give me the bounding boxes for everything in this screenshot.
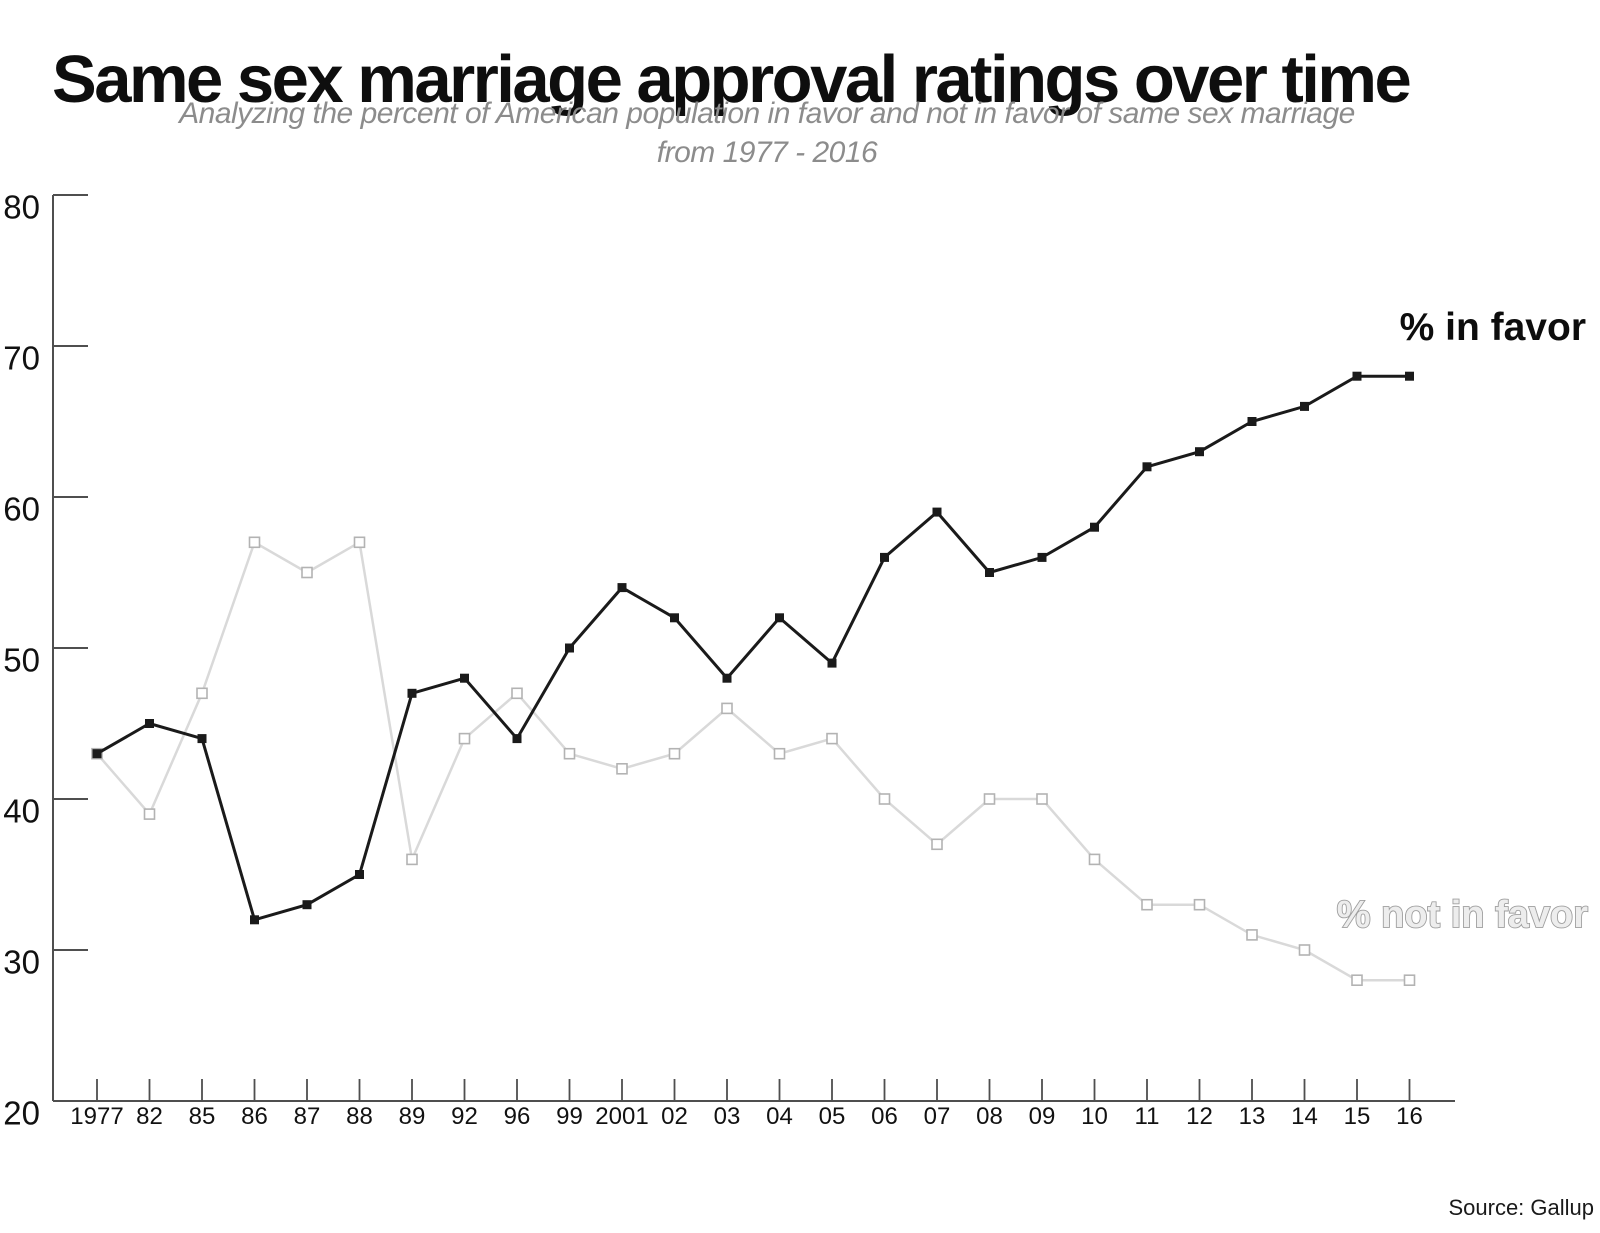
series-in-favor-marker — [1195, 447, 1204, 457]
x-tick-label: 92 — [451, 1103, 478, 1130]
series-in-favor-marker — [1405, 371, 1414, 381]
x-tick-label: 2001 — [595, 1103, 648, 1130]
y-tick-label: 60 — [3, 491, 40, 528]
series-in-favor-marker — [355, 870, 364, 879]
x-tick-label: 12 — [1186, 1103, 1213, 1130]
series-in-favor-marker — [250, 915, 259, 925]
x-tick-label: 88 — [346, 1103, 373, 1130]
x-tick-label: 02 — [661, 1103, 688, 1130]
x-tick-label: 85 — [189, 1103, 216, 1130]
x-tick-label: 10 — [1081, 1103, 1108, 1130]
x-tick-label: 04 — [766, 1103, 793, 1130]
series-not-in-favor-marker — [196, 687, 208, 700]
x-tick-label: 16 — [1396, 1103, 1423, 1130]
series-in-favor-marker — [617, 583, 627, 593]
x-tick-label: 13 — [1239, 1103, 1266, 1130]
series-in-favor-marker — [302, 900, 312, 910]
x-tick-label: 14 — [1291, 1103, 1318, 1130]
series-not-in-favor-marker — [773, 747, 786, 760]
series-not-in-favor-marker — [616, 762, 628, 775]
series-in-favor-marker — [565, 643, 574, 653]
x-tick-label: 15 — [1344, 1103, 1371, 1130]
series-not-in-favor-marker — [511, 687, 523, 700]
series-not-in-favor-marker — [983, 793, 996, 805]
series-not-in-favor-marker — [1351, 974, 1363, 987]
series-not-in-favor-marker — [721, 702, 733, 715]
series-in-favor-marker — [197, 734, 207, 744]
x-tick-label: 07 — [924, 1103, 951, 1130]
series-in-favor-marker — [1037, 552, 1047, 562]
series-in-favor-marker — [407, 688, 417, 698]
series-in-favor-line — [96, 374, 1410, 922]
series-not-in-favor-marker — [1088, 853, 1101, 866]
series-in-favor-marker — [460, 673, 469, 683]
series-in-favor-marker — [1352, 371, 1362, 381]
x-tick-label: 89 — [399, 1103, 426, 1130]
x-tick-label: 09 — [1029, 1103, 1056, 1130]
series-in-favor-marker — [1142, 462, 1152, 472]
series-not-in-favor-line — [96, 540, 1410, 982]
x-tick-label: 86 — [241, 1103, 268, 1130]
series-not-in-favor-marker — [1403, 974, 1416, 987]
chart-subtitle: Analyzing the percent of American popula… — [0, 94, 1534, 172]
chart-subtitle-line1: Analyzing the percent of American popula… — [179, 97, 1355, 130]
series-not-in-favor-marker — [563, 747, 576, 760]
series-in-favor-marker — [512, 734, 522, 744]
x-tick-label: 87 — [294, 1103, 321, 1130]
series-in-favor-marker — [722, 673, 732, 683]
x-tick-label: 06 — [871, 1103, 898, 1130]
y-tick-label: 50 — [3, 642, 40, 679]
series-not-in-favor-marker — [353, 536, 366, 549]
x-tick-label: 08 — [976, 1103, 1003, 1130]
series-not-in-favor-marker — [1036, 793, 1048, 805]
y-tick-label: 20 — [3, 1095, 40, 1132]
series-not-in-favor-marker — [1193, 898, 1206, 911]
series-not-in-favor-marker — [406, 853, 418, 866]
x-tick-label: 11 — [1135, 1103, 1160, 1130]
chart-title: Same sex marriage approval ratings over … — [52, 41, 1412, 117]
series-label-in-favor: % in favor — [1399, 306, 1586, 349]
series-in-favor-marker — [932, 507, 942, 517]
series-not-in-favor-marker — [458, 732, 471, 745]
series-in-favor-marker — [92, 749, 102, 759]
y-tick-label: 40 — [3, 793, 40, 830]
chart-subtitle-line2: from 1977 - 2016 — [656, 136, 878, 169]
series-in-favor-marker — [827, 658, 837, 668]
series-not-in-favor-marker — [668, 747, 681, 760]
series-in-favor-marker — [775, 613, 784, 623]
x-tick-label: 03 — [714, 1103, 741, 1130]
y-tick-label: 80 — [3, 189, 40, 226]
series-not-in-favor-marker — [826, 732, 838, 745]
series-in-favor-marker — [1247, 417, 1257, 426]
series-not-in-favor-marker — [301, 566, 313, 579]
series-in-favor-marker — [670, 613, 679, 623]
series-in-favor-marker — [1300, 401, 1309, 411]
series-in-favor-marker — [1090, 522, 1099, 532]
x-tick-label: 05 — [819, 1103, 846, 1130]
series-in-favor-marker — [985, 568, 994, 577]
x-tick-label: 82 — [136, 1103, 163, 1130]
x-tick-label: 96 — [504, 1103, 531, 1130]
x-tick-label: 99 — [556, 1103, 583, 1130]
x-tick-label: 1977 — [70, 1103, 123, 1130]
series-not-in-favor-marker — [1298, 944, 1311, 956]
series-not-in-favor-marker — [1246, 929, 1258, 941]
series-label-not-in-favor: % not in favor — [1336, 893, 1589, 937]
source-credit: Source: Gallup — [1448, 1195, 1594, 1220]
series-in-favor-marker — [880, 552, 889, 562]
series-not-in-favor-marker — [248, 536, 261, 549]
series-not-in-favor-marker — [1141, 898, 1153, 911]
y-tick-label: 30 — [3, 944, 40, 981]
y-tick-label: 70 — [3, 340, 40, 377]
series-in-favor-marker — [145, 719, 154, 728]
series-not-in-favor-marker — [931, 838, 943, 851]
series-not-in-favor-marker — [878, 793, 891, 805]
series-not-in-favor-marker — [143, 808, 156, 820]
